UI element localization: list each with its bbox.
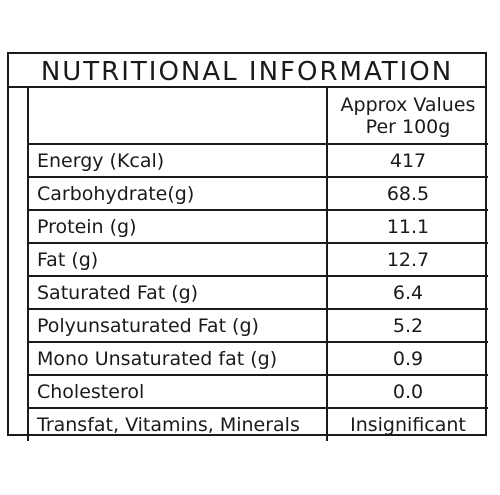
nutrient-value: 417 (326, 143, 488, 178)
header-label-cell (27, 88, 328, 145)
table-row: Mono Unsaturated fat (g) 0.9 (27, 341, 488, 376)
nutrient-value: 6.4 (326, 275, 488, 310)
nutrient-label: Polyunsaturated Fat (g) (27, 308, 328, 343)
table-header-row: Approx Values Per 100g (27, 88, 488, 145)
nutrient-label: Transfat, Vitamins, Minerals (27, 407, 328, 441)
header-value-line2: Per 100g (365, 115, 451, 138)
nutrition-table: Approx Values Per 100g Energy (Kcal) 417… (27, 88, 488, 441)
table-row: Cholesterol 0.0 (27, 374, 488, 409)
table-row: Saturated Fat (g) 6.4 (27, 275, 488, 310)
nutrient-value: 11.1 (326, 209, 488, 244)
table-row: Fat (g) 12.7 (27, 242, 488, 277)
nutrient-value: 68.5 (326, 176, 488, 211)
nutrient-value: 5.2 (326, 308, 488, 343)
nutrient-value: 12.7 (326, 242, 488, 277)
nutrient-value: Insignificant (326, 407, 488, 441)
table-row: Carbohydrate(g) 68.5 (27, 176, 488, 211)
table-row: Protein (g) 11.1 (27, 209, 488, 244)
nutrient-label: Fat (g) (27, 242, 328, 277)
nutrition-panel: NUTRITIONAL INFORMATION Approx Values Pe… (7, 52, 488, 441)
header-value-cell: Approx Values Per 100g (326, 88, 488, 145)
nutrient-label: Mono Unsaturated fat (g) (27, 341, 328, 376)
table-row: Polyunsaturated Fat (g) 5.2 (27, 308, 488, 343)
nutrient-label: Energy (Kcal) (27, 143, 328, 178)
table-row: Transfat, Vitamins, Minerals Insignifica… (27, 407, 488, 441)
nutrient-label: Protein (g) (27, 209, 328, 244)
nutrient-label: Saturated Fat (g) (27, 275, 328, 310)
nutrient-label: Cholesterol (27, 374, 328, 409)
table-row: Energy (Kcal) 417 (27, 143, 488, 178)
nutrient-label: Carbohydrate(g) (27, 176, 328, 211)
nutrition-title: NUTRITIONAL INFORMATION (9, 54, 485, 88)
nutrient-value: 0.9 (326, 341, 488, 376)
nutrient-value: 0.0 (326, 374, 488, 409)
header-value-line1: Approx Values (340, 93, 476, 116)
